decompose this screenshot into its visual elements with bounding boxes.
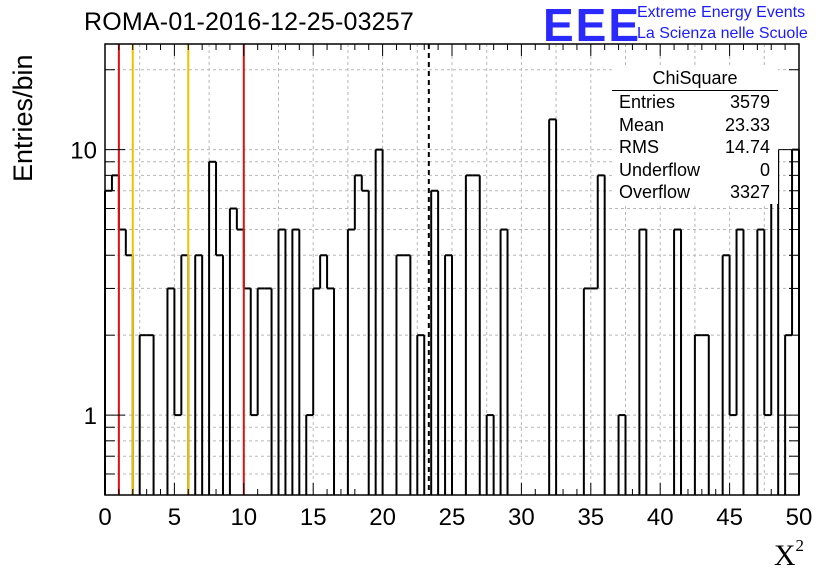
x-tick-label: 50: [786, 504, 813, 531]
stats-title: ChiSquare: [612, 66, 778, 91]
x-axis-label: X2: [773, 536, 804, 572]
stats-row-entries: Entries 3579: [619, 92, 770, 112]
x-tick-label: 20: [369, 504, 396, 531]
eee-logo: EEE: [543, 0, 642, 51]
stats-row-rms: RMS 14.74: [619, 137, 770, 157]
y-tick-label: 1: [84, 403, 97, 430]
x-tick-label: 40: [647, 504, 674, 531]
x-tick-label: 5: [168, 504, 181, 531]
plot-frame: [104, 43, 800, 496]
logo-line-2: La Scienza nelle Scuole: [637, 25, 808, 42]
chart-title: ROMA-01-2016-12-25-03257: [84, 8, 414, 36]
tick-labels: 0 5 10 15 20 25 30 35 40 45 50 1 10: [70, 138, 812, 531]
y-tick-label: 10: [70, 138, 97, 165]
x-tick-label: 15: [300, 504, 327, 531]
stats-box: ChiSquare Entries 3579 Mean 23.33 RMS 14.74…: [612, 66, 778, 204]
stats-row-underflow: Underflow 0: [619, 159, 770, 180]
x-tick-label: 0: [98, 504, 111, 531]
x-tick-label: 10: [230, 504, 257, 531]
logo-line-1: Extreme Energy Events: [637, 4, 806, 21]
x-tick-label: 35: [577, 504, 604, 531]
marker-lines: [117, 44, 430, 495]
stats-row-mean: Mean 23.33: [619, 114, 770, 135]
stats-row-overflow: Overflow 3327: [619, 182, 770, 202]
x-tick-label: 25: [439, 504, 466, 531]
y-axis-label: Entries/bin: [8, 54, 38, 182]
x-tick-label: 30: [508, 504, 535, 531]
x-tick-label: 45: [716, 504, 743, 531]
axis-ticks: [104, 44, 800, 495]
